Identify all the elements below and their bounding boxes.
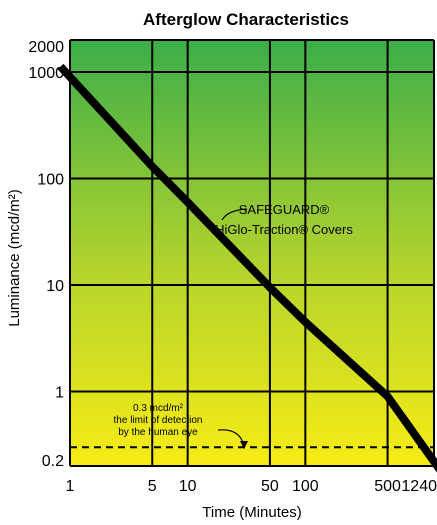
x-tick-label-1: 5 (148, 478, 157, 495)
chart-title: Afterglow Characteristics (143, 10, 349, 29)
detection-limit-arrowhead (240, 441, 248, 449)
x-tick-label-3: 50 (261, 478, 279, 495)
series-annotation-line-2: HiGlo-Traction® Covers (215, 222, 353, 237)
plot-area (70, 40, 434, 466)
detection-limit-annotation: 0.3 mcd/m² the limit of detection by the… (114, 403, 248, 449)
series-annotation-line-1: SAFEGUARD® (239, 202, 330, 217)
x-tick-label-5: 500 (374, 478, 401, 495)
series-annotation: SAFEGUARD® HiGlo-Traction® Covers (215, 202, 353, 237)
x-tick-label-0: 1 (66, 478, 75, 495)
x-tick-labels: 1 5 10 50 100 500 1240 (66, 478, 437, 495)
x-tick-label-4: 100 (292, 478, 319, 495)
y-tick-label-0: 0.2 (42, 453, 64, 470)
series-line-safeguard (57, 63, 437, 473)
y-axis-label: Luminance (mcd/m²) (6, 189, 23, 327)
y-tick-label-5: 2000 (28, 39, 64, 56)
grid-lines (69, 39, 435, 467)
y-tick-label-3: 100 (37, 172, 64, 189)
x-axis-label: Time (Minutes) (202, 504, 301, 521)
detection-limit-label-line-3: by the human eye (118, 427, 198, 438)
detection-limit-label-line-1: 0.3 mcd/m² (133, 403, 184, 414)
y-tick-label-2: 10 (46, 278, 64, 295)
x-tick-label-2: 10 (179, 478, 197, 495)
x-tick-label-6: 1240 (401, 478, 437, 495)
series-annotation-pointer (221, 208, 248, 221)
detection-limit-label-line-2: the limit of detection (114, 415, 203, 426)
y-tick-label-4: 1000 (28, 65, 64, 82)
y-tick-labels: 0.2 1 10 100 1000 2000 (28, 39, 64, 470)
y-tick-label-1: 1 (55, 385, 64, 402)
